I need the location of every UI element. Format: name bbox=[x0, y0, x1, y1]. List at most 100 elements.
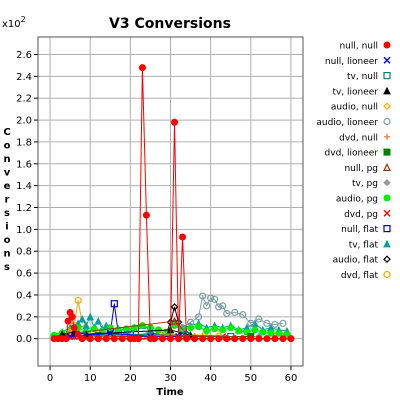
data-point bbox=[94, 317, 103, 325]
legend-item: audio, lioneer bbox=[316, 117, 391, 128]
legend-marker bbox=[383, 71, 391, 80]
plot-frame bbox=[37, 36, 304, 367]
data-point bbox=[158, 335, 166, 343]
x-tick-label: 20 bbox=[124, 373, 137, 384]
data-point bbox=[207, 335, 215, 343]
data-point bbox=[138, 64, 146, 72]
data-point bbox=[170, 303, 179, 311]
data-point bbox=[239, 335, 247, 343]
y-axis-label-char: C bbox=[3, 127, 10, 138]
legend-label: dvd, pg bbox=[344, 210, 378, 220]
legend-item: tv, lioneer bbox=[332, 86, 391, 97]
data-point bbox=[118, 335, 126, 343]
data-point bbox=[211, 325, 219, 333]
series-null-null bbox=[50, 64, 295, 343]
data-point bbox=[231, 335, 239, 343]
legend-label: null, pg bbox=[344, 164, 378, 174]
chart-title: V3 Conversions bbox=[109, 16, 231, 32]
data-point bbox=[287, 335, 295, 343]
data-point bbox=[171, 118, 179, 126]
data-point bbox=[82, 321, 90, 330]
legend-label: tv, lioneer bbox=[332, 87, 378, 97]
data-point bbox=[64, 317, 72, 325]
legend-item: dvd, flat bbox=[341, 270, 391, 281]
data-point bbox=[199, 292, 207, 300]
legend-label: audio, pg bbox=[336, 195, 378, 205]
data-point bbox=[275, 329, 283, 337]
data-point bbox=[86, 312, 95, 321]
data-point bbox=[74, 330, 82, 338]
y-axis-label-char: s bbox=[4, 262, 10, 273]
data-point bbox=[134, 335, 142, 343]
data-point bbox=[227, 324, 235, 332]
y-tick-label: 0.8 bbox=[16, 247, 32, 258]
data-point bbox=[62, 335, 70, 343]
data-point bbox=[231, 308, 239, 317]
legend: null, null null, lioneer tv, null tv, lione… bbox=[316, 41, 391, 281]
data-point bbox=[183, 335, 191, 343]
legend-label: tv, pg bbox=[352, 179, 378, 189]
x-tick-label: 60 bbox=[285, 373, 298, 384]
data-point bbox=[215, 303, 223, 311]
data-point bbox=[267, 329, 275, 337]
data-point bbox=[259, 328, 267, 336]
legend-marker bbox=[383, 239, 391, 248]
legend-marker bbox=[384, 133, 390, 140]
data-point bbox=[74, 296, 82, 305]
data-point bbox=[219, 326, 227, 334]
legend-marker bbox=[383, 270, 391, 279]
legend-label: null, flat bbox=[341, 225, 378, 235]
legend-item: null, lioneer bbox=[325, 57, 391, 67]
y-tick-label: 0.0 bbox=[16, 334, 32, 345]
data-point bbox=[86, 335, 94, 343]
plot-area: 0 10 20 30 40 50 60 0.0 0.2 0.4 0.6 0.8 1.0 1.2 1.4 1.6… bbox=[16, 36, 304, 384]
y-axis-label-char: e bbox=[4, 181, 11, 192]
y-tick-label: 1.0 bbox=[16, 225, 32, 236]
legend-item: null, flat bbox=[341, 225, 391, 235]
legend-item: dvd, lioneer bbox=[325, 148, 391, 159]
data-point bbox=[255, 335, 263, 343]
data-point bbox=[66, 328, 74, 336]
data-point bbox=[247, 319, 255, 327]
series-line bbox=[74, 320, 187, 334]
y-tick-label: 2.4 bbox=[16, 72, 32, 83]
data-point bbox=[207, 294, 215, 302]
legend-item: tv, flat bbox=[349, 239, 391, 250]
legend-item: tv, null bbox=[347, 71, 391, 82]
legend-item: null, null bbox=[339, 41, 391, 52]
y-tick-label: 2.2 bbox=[16, 94, 32, 105]
y-tick-label: 1.8 bbox=[16, 137, 32, 148]
data-point bbox=[106, 329, 114, 337]
legend-item: tv, pg bbox=[352, 178, 391, 189]
legend-label: dvd, lioneer bbox=[325, 149, 379, 159]
legend-label: tv, flat bbox=[349, 240, 379, 250]
data-point bbox=[70, 324, 78, 332]
legend-marker bbox=[383, 178, 391, 187]
data-point bbox=[178, 324, 187, 332]
y-axis-label-char: o bbox=[4, 141, 11, 152]
data-point bbox=[102, 335, 110, 343]
legend-item: dvd, null bbox=[339, 133, 390, 143]
legend-item: dvd, pg bbox=[344, 210, 391, 220]
data-point bbox=[170, 316, 179, 325]
series-line bbox=[109, 303, 119, 334]
data-point bbox=[195, 323, 203, 331]
legend-label: audio, lioneer bbox=[316, 118, 378, 128]
legend-label: audio, flat bbox=[333, 256, 379, 266]
data-point bbox=[142, 211, 150, 219]
data-point bbox=[110, 300, 118, 308]
x-tick-label: 50 bbox=[244, 373, 257, 384]
data-point bbox=[255, 315, 263, 323]
data-point bbox=[219, 302, 227, 310]
legend-marker bbox=[383, 148, 391, 156]
data-point bbox=[279, 319, 287, 327]
legend-label: dvd, null bbox=[339, 133, 378, 143]
data-point bbox=[199, 335, 207, 343]
data-point bbox=[167, 335, 174, 343]
legend-item: null, pg bbox=[344, 163, 391, 174]
data-point bbox=[251, 326, 259, 334]
legend-marker bbox=[383, 117, 391, 126]
y-tick-label: 1.4 bbox=[16, 181, 32, 192]
data-point bbox=[175, 335, 183, 343]
y-tick-label: 0.2 bbox=[16, 312, 32, 323]
